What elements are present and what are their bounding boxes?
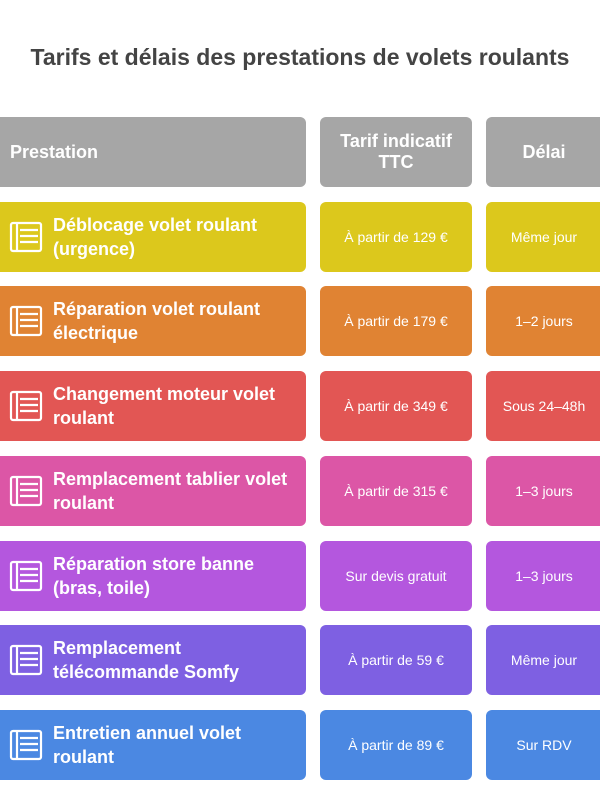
- row-cell: 1–3 jours: [486, 540, 600, 611]
- row-cell: Sur RDV: [486, 709, 600, 780]
- row-cell: À partir de 59 €: [320, 625, 472, 696]
- row-cell: À partir de 129 €: [320, 201, 472, 272]
- row-cell: À partir de 89 €: [320, 709, 472, 780]
- service-name: Déblocage volet roulant (urgence): [53, 214, 258, 259]
- service-name: Réparation store banne (bras, toile): [53, 553, 255, 598]
- price: À partir de 315 €: [344, 482, 448, 499]
- row-cell: 1–3 jours: [486, 455, 600, 526]
- price: À partir de 59 €: [348, 652, 444, 669]
- row-cell: Remplacement tablier volet roulant: [0, 455, 306, 526]
- row-cell: À partir de 349 €: [320, 371, 472, 442]
- header-text: Tarif indicatif TTC: [340, 131, 452, 172]
- service-name: Remplacement tablier volet roulant: [53, 468, 288, 513]
- row-cell: Réparation volet roulant électrique: [0, 286, 306, 357]
- service-name: Entretien annuel volet roulant: [53, 722, 242, 767]
- price: Sur devis gratuit: [345, 567, 447, 584]
- delay: Même jour: [510, 652, 578, 669]
- row-cell: À partir de 315 €: [320, 455, 472, 526]
- row-cell: Remplacement télécommande Somfy: [0, 625, 306, 696]
- row-cell: 1–2 jours: [486, 286, 600, 357]
- delay: Sur RDV: [516, 736, 572, 753]
- price: À partir de 349 €: [344, 398, 448, 415]
- row-cell: Même jour: [486, 625, 600, 696]
- price: À partir de 129 €: [344, 228, 448, 245]
- row-cell: Déblocage volet roulant (urgence): [0, 201, 306, 272]
- header-cell: Prestation: [0, 117, 306, 187]
- row-cell: Changement moteur volet roulant: [0, 371, 306, 442]
- row-cell: Entretien annuel volet roulant: [0, 709, 306, 780]
- row-cell: À partir de 179 €: [320, 286, 472, 357]
- header-cell: Tarif indicatif TTC: [320, 117, 472, 187]
- title: Tarifs et délais des prestations de vole…: [30, 44, 570, 70]
- delay: Même jour: [510, 228, 578, 245]
- service-name: Réparation volet roulant électrique: [53, 299, 261, 344]
- delay: 1–3 jours: [515, 482, 573, 499]
- delay: 1–3 jours: [515, 567, 573, 584]
- row-cell: Réparation store banne (bras, toile): [0, 540, 306, 611]
- delay: Sous 24–48h: [502, 398, 586, 415]
- price: À partir de 179 €: [344, 313, 448, 330]
- header-text: Prestation: [10, 141, 99, 162]
- row-cell: Sur devis gratuit: [320, 540, 472, 611]
- service-name: Changement moteur volet roulant: [53, 384, 276, 429]
- delay: 1–2 jours: [515, 313, 573, 330]
- price: À partir de 89 €: [348, 736, 444, 753]
- header-cell: Délai: [486, 117, 600, 187]
- header-text: Délai: [522, 141, 566, 162]
- row-cell: Même jour: [486, 201, 600, 272]
- row-cell: Sous 24–48h: [486, 371, 600, 442]
- service-name: Remplacement télécommande Somfy: [53, 638, 240, 683]
